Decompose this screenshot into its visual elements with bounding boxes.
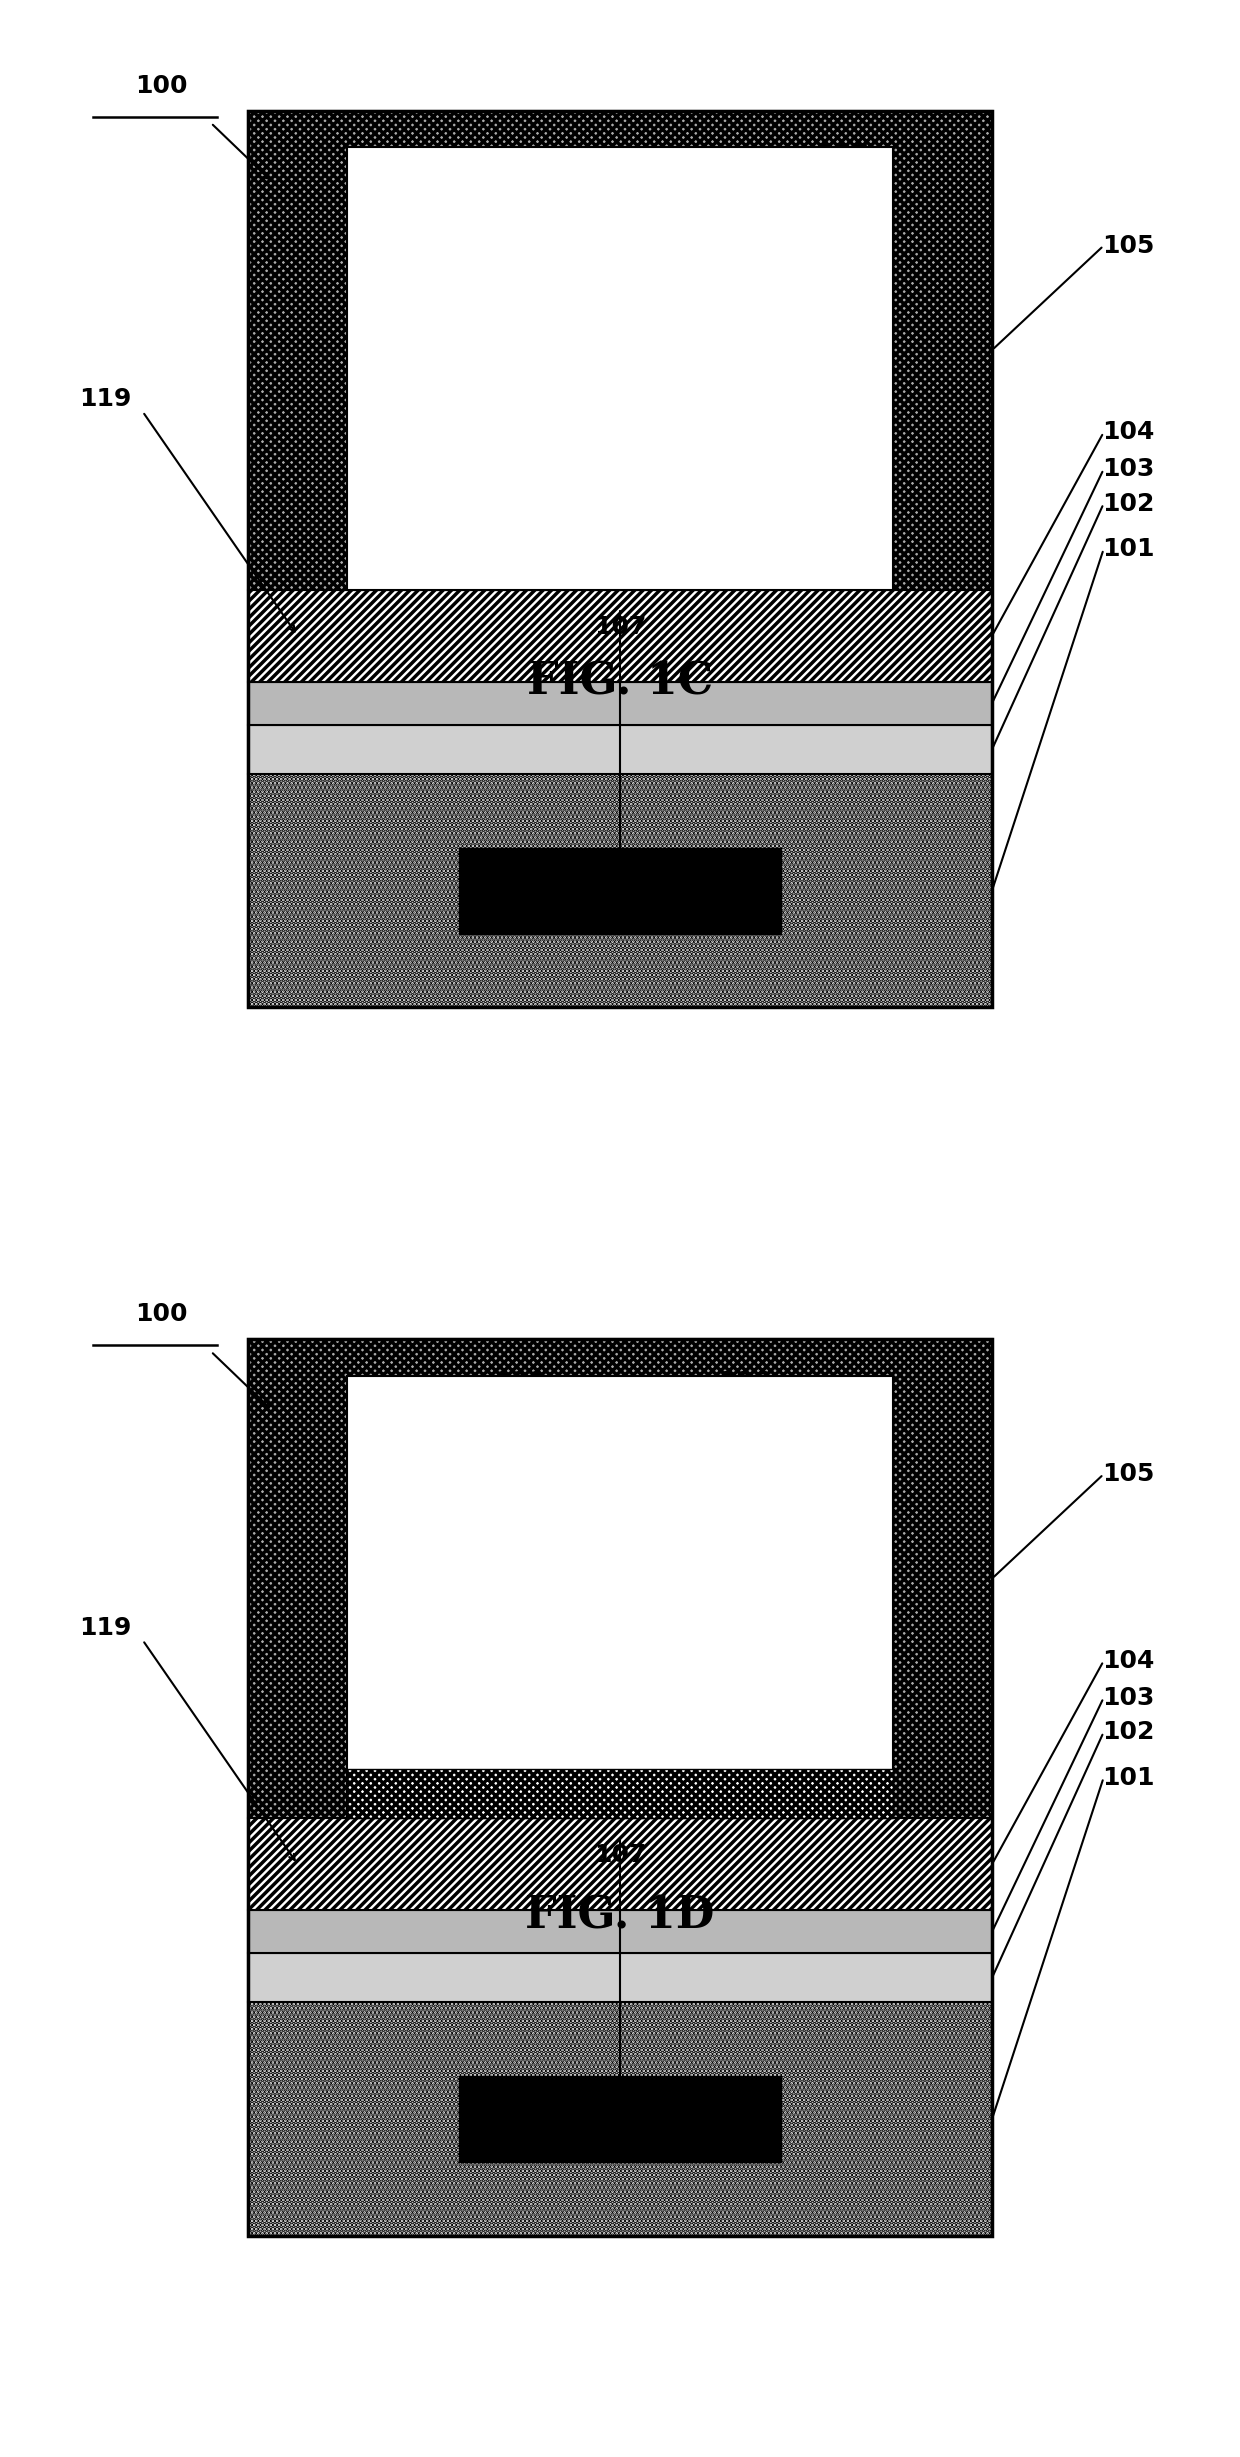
- Bar: [459, 848, 781, 934]
- Text: 102: 102: [1102, 1720, 1154, 1744]
- Text: FIG. 1C: FIG. 1C: [527, 661, 713, 703]
- Text: FIG. 1D: FIG. 1D: [526, 1894, 714, 1939]
- Bar: [248, 2002, 992, 2236]
- Text: 121: 121: [495, 1371, 547, 1393]
- Bar: [347, 1769, 893, 1818]
- Text: 100: 100: [135, 74, 187, 98]
- Text: 107: 107: [594, 614, 646, 639]
- Bar: [347, 1376, 893, 1818]
- Text: 105: 105: [1102, 1462, 1154, 1486]
- Text: 104: 104: [1102, 1649, 1154, 1673]
- Bar: [248, 590, 992, 683]
- Text: 107: 107: [594, 1843, 646, 1867]
- Bar: [248, 1339, 992, 1818]
- Bar: [248, 683, 992, 725]
- Bar: [248, 1339, 992, 2236]
- Text: 102: 102: [1102, 491, 1154, 516]
- Bar: [248, 725, 992, 774]
- Bar: [248, 111, 992, 590]
- Bar: [248, 1953, 992, 2002]
- Bar: [248, 774, 992, 1007]
- Text: 105: 105: [1102, 233, 1154, 258]
- Bar: [347, 147, 893, 590]
- Text: 101: 101: [1102, 538, 1154, 560]
- Bar: [248, 1912, 992, 1953]
- Text: 103: 103: [1102, 457, 1154, 482]
- Text: 106: 106: [817, 143, 869, 165]
- Text: 104: 104: [1102, 420, 1154, 445]
- Text: 106: 106: [718, 1371, 770, 1393]
- Text: 106: 106: [718, 1371, 770, 1393]
- Text: 119: 119: [79, 388, 131, 410]
- Text: 101: 101: [1102, 1767, 1154, 1789]
- Text: 103: 103: [1102, 1686, 1154, 1710]
- Bar: [248, 111, 992, 1007]
- Bar: [248, 1818, 992, 1912]
- Text: 119: 119: [79, 1617, 131, 1639]
- Text: 100: 100: [135, 1302, 187, 1327]
- Bar: [459, 2076, 781, 2162]
